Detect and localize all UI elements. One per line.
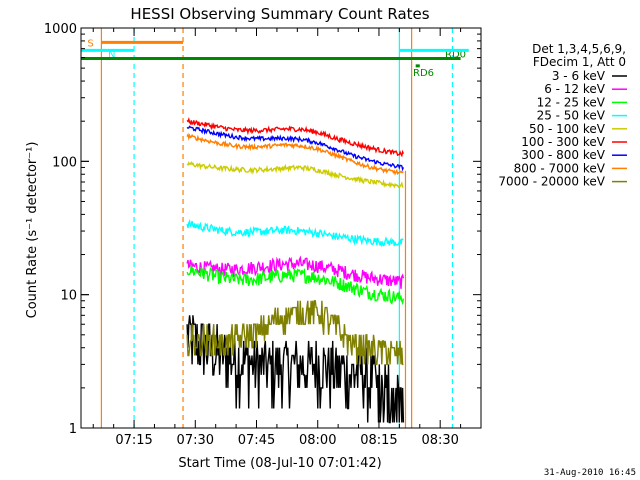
legend-label-12-25-kev: 12 - 25 keV — [537, 95, 606, 109]
legend-label-100-300-kev: 100 - 300 keV — [521, 135, 605, 149]
plot-frame — [80, 27, 482, 429]
y-tick-label: 1000 — [44, 22, 77, 37]
flag-rd0: RD0 — [81, 50, 466, 61]
legend-label-800-7000-kev: 800 - 7000 keV — [514, 161, 606, 175]
x-tick-label: 07:15 — [115, 433, 152, 448]
footer-date: 31-Aug-2010 16:45 — [544, 468, 636, 478]
x-tick-label: 07:30 — [177, 433, 214, 448]
series-line-300-800-kev — [186, 125, 405, 172]
series-line-12-25-kev — [186, 264, 405, 306]
y-tick-label: 1 — [69, 422, 77, 437]
flag-label-rd6: RD6 — [413, 68, 434, 79]
series-line-25-50-kev — [186, 218, 404, 248]
y-tick-label: 100 — [52, 155, 77, 170]
legend-label-25-50-kev: 25 - 50 keV — [537, 109, 606, 123]
legend-header-line-1: Det 1,3,4,5,6,9, — [532, 42, 626, 56]
series-line-800-7000-kev — [186, 132, 404, 176]
y-axis-label: Count Rate (s⁻¹ detector⁻¹) — [25, 142, 40, 319]
legend-label-7000-20000-kev: 7000 - 20000 keV — [498, 175, 605, 189]
legend-label-6-12-kev: 6 - 12 keV — [544, 82, 606, 96]
x-axis-label: Start Time (08-Jul-10 07:01:42) — [178, 456, 381, 471]
plot-area: S N RD0 RD6 — [81, 28, 469, 428]
series-line-3-6-kev — [186, 315, 405, 424]
x-tick-label: 07:45 — [238, 433, 275, 448]
flag-s: S — [87, 38, 184, 49]
x-tick-label: 08:00 — [299, 433, 336, 448]
chart-title: HESSI Observing Summary Count Rates — [130, 5, 429, 23]
flag-n: N — [81, 48, 135, 60]
series-line-7000-20000-kev — [186, 300, 404, 366]
series-line-100-300-kev — [186, 117, 405, 158]
flag-label-s: S — [87, 38, 93, 49]
flag-rd6: RD6 — [413, 64, 434, 79]
flag-label-rd0: RD0 — [445, 50, 466, 61]
legend: Det 1,3,4,5,6,9, FDecim 1, Att 0 3 - 6 k… — [498, 42, 627, 189]
legend-header-line-2: FDecim 1, Att 0 — [533, 55, 626, 69]
flag-label-n: N — [108, 49, 115, 60]
x-axis: 07:15 07:30 07:45 08:00 08:15 08:30 — [92, 28, 462, 448]
legend-label-300-800-kev: 300 - 800 keV — [521, 148, 605, 162]
series-line-50-100-kev — [186, 161, 404, 189]
legend-label-50-100-kev: 50 - 100 keV — [529, 122, 606, 136]
legend-label-3-6-kev: 3 - 6 keV — [552, 69, 606, 83]
x-tick-label: 08:15 — [360, 433, 397, 448]
x-tick-label: 08:30 — [421, 433, 458, 448]
y-tick-label: 10 — [60, 289, 77, 304]
series-line-6-12-kev — [186, 255, 405, 289]
y-axis: 1 10 100 1000 — [44, 22, 481, 437]
